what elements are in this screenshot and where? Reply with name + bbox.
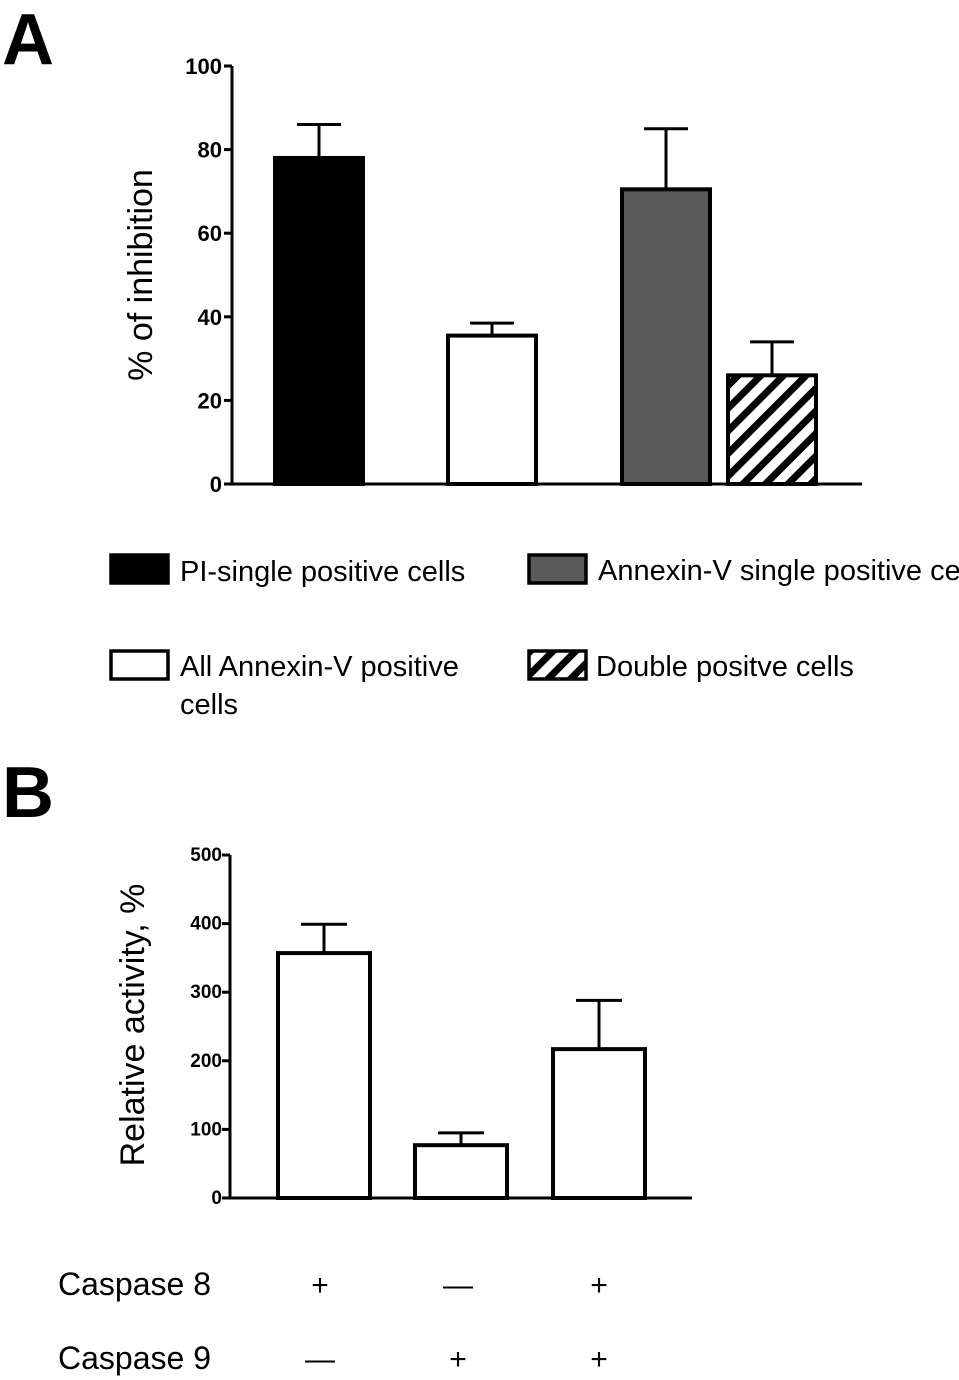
chart-b-y-tick-label: 0 [211, 1188, 222, 1209]
condition-table: Caspase 8 Caspase 9 + — + — + + [58, 1266, 608, 1376]
chart-a: % of inhibition 0 20 40 60 80 100 [122, 54, 862, 497]
chart-b-bar [276, 951, 372, 1201]
chart-b-ylabel: Relative activity, % [114, 884, 152, 1167]
chart-a-bar [620, 187, 712, 486]
chart-b-bar [413, 1143, 509, 1200]
chart-a-bars [273, 123, 818, 487]
chart-a-y-tick-label: 0 [210, 472, 222, 497]
chart-b-y-tick-label: 100 [190, 1119, 222, 1140]
legend-label-double-positive: Double positve cells [596, 651, 854, 683]
condition-sign: + [449, 1343, 467, 1376]
condition-signs: + — + — + + [305, 1269, 608, 1376]
chart-b-bar [551, 1047, 647, 1200]
legend-swatch-double-positive [527, 649, 588, 681]
chart-a-bar [726, 373, 818, 487]
chart-b-y-tick-label: 200 [190, 1051, 222, 1072]
legend-label-pi-single: PI-single positive cells [180, 556, 465, 588]
condition-sign: — [305, 1343, 335, 1376]
chart-a-legend: PI-single positive cells All Annexin-V p… [109, 553, 959, 721]
panel-a-letter: A [2, 0, 54, 80]
chart-a-y-tick-label: 60 [198, 221, 222, 246]
condition-sign: + [590, 1343, 608, 1376]
legend-label-all-annexin: All Annexin-V positive cells [180, 651, 467, 721]
chart-b-y-tick-label: 300 [190, 982, 222, 1003]
legend-swatch-pi-single [109, 553, 170, 585]
chart-b-y-tick-label: 500 [190, 845, 222, 866]
condition-sign: + [311, 1269, 329, 1302]
chart-b-y-tick-label: 400 [190, 914, 222, 935]
chart-a-y-tick-label: 20 [198, 388, 222, 413]
chart-a-bar [446, 333, 538, 486]
condition-sign: + [590, 1269, 608, 1302]
panel-b-letter: B [2, 753, 54, 833]
condition-label-caspase-9: Caspase 9 [58, 1340, 211, 1376]
chart-a-y-tick-label: 40 [198, 305, 222, 330]
chart-a-y-tick-label: 100 [185, 54, 222, 79]
legend-swatch-all-annexin [109, 649, 170, 681]
chart-b-bars [276, 922, 647, 1201]
chart-a-bar [273, 155, 365, 487]
chart-a-ylabel: % of inhibition [122, 169, 160, 381]
chart-b: Relative activity, % 0 100 200 300 400 500 [114, 845, 692, 1209]
legend-label-annexin-single: Annexin-V single positive cells [598, 555, 959, 587]
legend-swatch-annexin-single [527, 553, 588, 585]
condition-sign: — [443, 1269, 473, 1302]
chart-a-y-tick-label: 80 [198, 138, 222, 163]
condition-label-caspase-8: Caspase 8 [58, 1266, 211, 1302]
